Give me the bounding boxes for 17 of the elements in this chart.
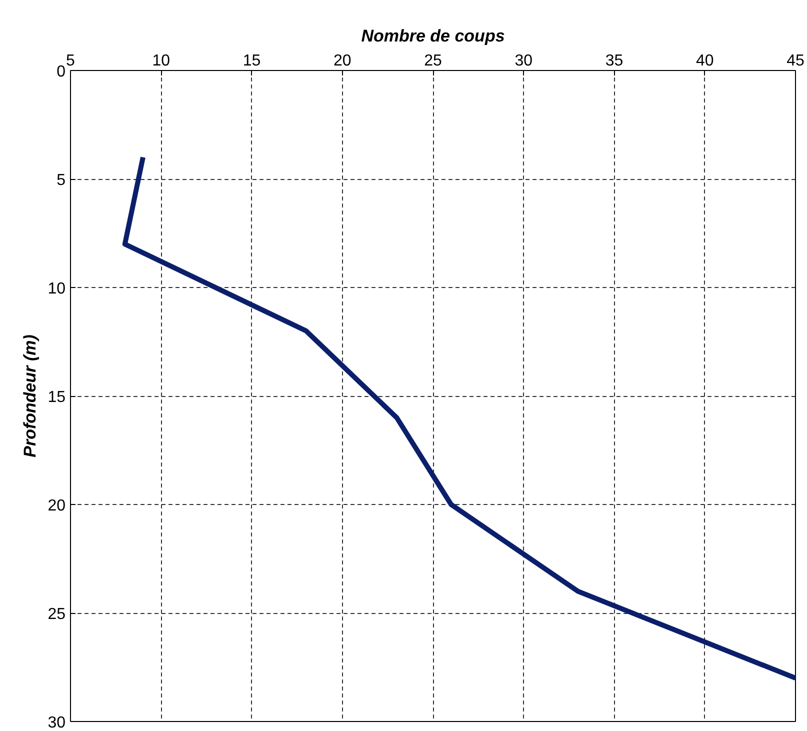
x-tick-label: 15 (242, 52, 261, 70)
x-tick-label: 45 (786, 52, 804, 70)
x-tick-label: 30 (514, 52, 533, 70)
y-tick-label: 10 (48, 280, 66, 298)
x-axis-title: Nombre de coups (361, 26, 505, 46)
y-tick-label: 5 (56, 172, 66, 189)
x-tick-label: 25 (424, 52, 442, 70)
y-tick-label: 15 (48, 389, 66, 406)
x-tick-label: 35 (605, 52, 624, 70)
x-tick-label: 40 (696, 52, 714, 70)
y-tick-label: 30 (48, 714, 66, 731)
y-tick-label: 20 (48, 498, 66, 514)
y-tick-label: 0 (56, 64, 66, 80)
y-axis-title: Profondeur (m) (20, 334, 40, 458)
y-tick-label: 25 (48, 606, 66, 623)
x-tick-label: 20 (333, 52, 352, 70)
x-tick-label: 10 (152, 52, 170, 70)
